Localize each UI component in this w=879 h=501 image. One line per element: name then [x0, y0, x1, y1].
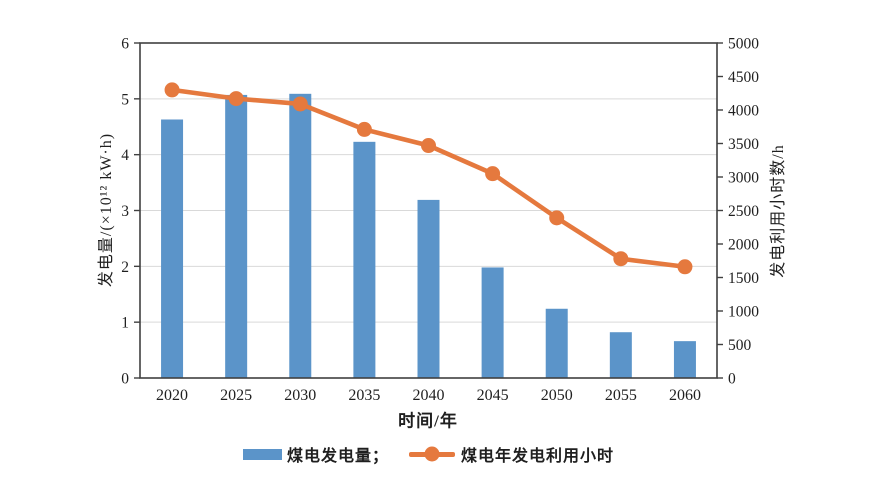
- bar-2050: [545, 308, 568, 378]
- left-axis-tick-label: 2: [121, 259, 129, 276]
- bar-2060: [673, 341, 696, 378]
- line-legend-dot-icon: [424, 446, 440, 462]
- bar-2030: [289, 93, 312, 378]
- right-axis-tick-label: 4500: [728, 69, 759, 86]
- right-axis-tick-label: 1500: [728, 270, 759, 287]
- left-axis-tick-label: 1: [121, 315, 129, 332]
- x-tick-label-2030: 2030: [284, 387, 316, 404]
- right-axis-tick-label: 1000: [728, 304, 759, 321]
- left-axis-tick-label: 3: [121, 203, 129, 220]
- line-legend-label: 煤电年发电利用小时: [461, 448, 615, 465]
- x-tick-label-2045: 2045: [477, 387, 509, 404]
- left-axis-tick-label: 6: [121, 36, 129, 53]
- line-point-2035: [356, 121, 372, 137]
- right-axis-tick-label: 3500: [728, 136, 759, 153]
- right-axis-tick-label: 2000: [728, 237, 759, 254]
- x-tick-label-2035: 2035: [348, 387, 380, 404]
- line-point-2055: [613, 251, 629, 267]
- left-axis-tick-label: 5: [121, 91, 129, 108]
- right-axis-tick-label: 0: [728, 371, 736, 388]
- line-legend-marker: [409, 446, 455, 462]
- left-axis-tick-label: 4: [121, 147, 129, 164]
- right-axis-title: 发电利用小时数/h: [770, 144, 787, 278]
- bar-2020: [161, 119, 184, 378]
- legend: 煤电发电量； 煤电年发电利用小时: [140, 443, 717, 465]
- line-point-2030: [292, 96, 308, 112]
- bar-2055: [609, 332, 632, 378]
- line-point-2025: [228, 91, 244, 107]
- left-axis-title: 发电量/(×10¹² kW·h): [98, 132, 115, 288]
- x-tick-label-2040: 2040: [413, 387, 445, 404]
- x-tick-label-2025: 2025: [220, 387, 252, 404]
- bar-legend-swatch: [242, 448, 282, 460]
- bar-2045: [481, 267, 504, 378]
- right-axis-tick-label: 5000: [728, 36, 759, 53]
- line-point-2060: [677, 259, 693, 275]
- x-tick-label-2060: 2060: [669, 387, 701, 404]
- x-axis-title: 时间/年: [398, 411, 458, 431]
- bar-2025: [225, 94, 248, 379]
- right-axis-tick-label: 3000: [728, 170, 759, 187]
- right-axis-tick-label: 2500: [728, 203, 759, 220]
- bar-legend-label: 煤电发电量；: [286, 448, 389, 465]
- left-axis-tick-label: 0: [121, 371, 129, 388]
- line-point-2020: [164, 82, 180, 98]
- x-tick-label-2050: 2050: [541, 387, 573, 404]
- x-tick-label-2020: 2020: [156, 387, 188, 404]
- right-axis-tick-label: 4000: [728, 103, 759, 120]
- bar-2035: [353, 141, 376, 378]
- x-tick-label-2055: 2055: [605, 387, 637, 404]
- line-point-2040: [421, 138, 436, 154]
- right-axis-tick-label: 500: [728, 337, 752, 354]
- bar-2040: [417, 199, 440, 378]
- line-point-2050: [549, 210, 565, 226]
- line-point-2045: [485, 166, 501, 182]
